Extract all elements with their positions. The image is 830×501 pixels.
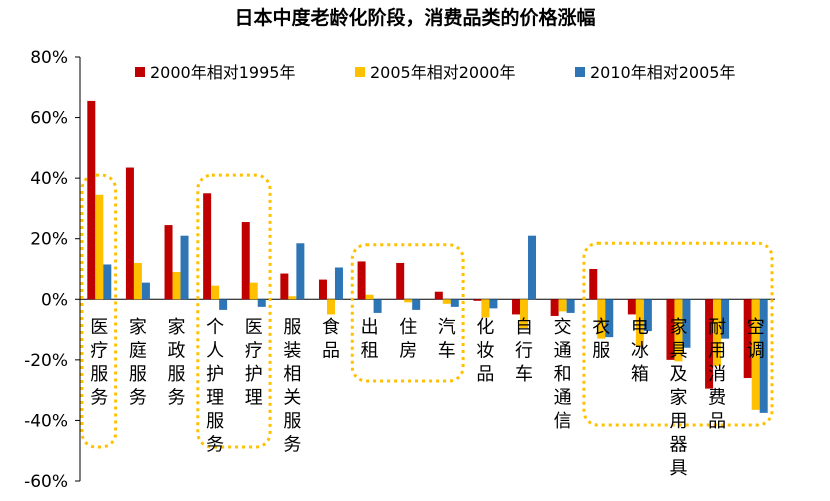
bar — [365, 294, 374, 300]
bar — [751, 299, 760, 410]
chart-title: 日本中度老龄化阶段，消费品类的价格涨幅 — [234, 6, 595, 29]
legend-swatch — [575, 67, 585, 77]
bar — [682, 299, 691, 348]
category-label: 医疗服务 — [90, 317, 108, 409]
bar — [396, 262, 405, 300]
category-label: 服装相关服务 — [283, 317, 301, 456]
bar — [481, 299, 490, 318]
bar — [357, 261, 366, 300]
bar — [249, 282, 258, 300]
bar — [211, 285, 220, 300]
category-label: 食品 — [322, 317, 340, 362]
bar — [219, 299, 228, 310]
bar — [759, 299, 768, 413]
bar — [257, 299, 266, 307]
bar — [172, 272, 181, 300]
bar — [318, 279, 327, 300]
bar — [103, 264, 112, 300]
category-label: 医疗护理 — [245, 317, 263, 409]
highlight-box — [350, 243, 465, 383]
bar — [241, 222, 250, 300]
category-label: 交通和通信 — [554, 317, 572, 432]
bar — [512, 299, 521, 315]
y-tick-label: 20% — [30, 230, 68, 250]
bar — [326, 299, 335, 315]
bar — [141, 282, 150, 300]
bar — [87, 100, 96, 300]
bar — [520, 299, 529, 329]
bar — [705, 299, 714, 389]
category-label: 电冰箱 — [631, 317, 649, 385]
category-label: 住房 — [399, 317, 417, 362]
highlight-boxes — [80, 173, 774, 449]
highlight-box — [196, 173, 272, 449]
bar — [95, 194, 104, 300]
legend-label: 2005年相对2000年 — [370, 63, 515, 82]
category-label: 个人护理服务 — [206, 317, 224, 456]
bar — [743, 299, 752, 379]
bar — [125, 167, 134, 300]
bar — [434, 291, 443, 300]
bar — [334, 267, 343, 300]
bars — [87, 100, 768, 413]
legend: 2000年相对1995年 2005年相对2000年 2010年相对2005年 — [135, 63, 735, 82]
bar — [627, 299, 636, 315]
bar — [164, 225, 173, 300]
category-label: 空调 — [747, 317, 765, 362]
y-tick-label: -60% — [24, 472, 68, 492]
y-tick-label: 60% — [30, 109, 68, 129]
y-tick-label: 80% — [30, 48, 68, 68]
category-label: 家政服务 — [168, 317, 186, 409]
bar — [558, 299, 567, 312]
category-label: 化妆品 — [476, 317, 494, 385]
bar — [713, 299, 722, 366]
bar — [550, 299, 559, 316]
category-label: 出租 — [361, 317, 379, 362]
legend-swatch — [355, 67, 365, 77]
bar — [489, 299, 498, 309]
bar — [473, 299, 482, 301]
bar — [404, 299, 413, 303]
bar — [288, 296, 297, 300]
bar — [643, 299, 652, 332]
y-tick-label: 40% — [30, 169, 68, 189]
bar — [721, 299, 730, 339]
highlight-box — [582, 241, 774, 427]
bar — [412, 299, 421, 310]
legend-label: 2010年相对2005年 — [590, 63, 735, 82]
bar — [296, 243, 305, 300]
bar — [528, 235, 537, 300]
bar — [442, 299, 451, 304]
bar — [373, 299, 382, 313]
category-label: 汽车 — [438, 317, 456, 362]
bar — [566, 299, 575, 313]
bar — [203, 193, 212, 300]
bar — [589, 269, 598, 300]
bar — [133, 262, 142, 300]
category-label: 家庭服务 — [129, 317, 147, 409]
legend-swatch — [135, 67, 145, 77]
y-tick-label: -40% — [24, 411, 68, 431]
y-axis: 80% 60% 40% 20% 0% -20% -40% -60% — [24, 48, 775, 492]
bar — [597, 299, 606, 339]
bar — [605, 299, 614, 338]
bar — [280, 273, 289, 300]
category-label: 自行车 — [515, 317, 533, 385]
category-label: 耐用消费品 — [708, 317, 726, 432]
bar — [674, 299, 683, 362]
category-label: 衣服 — [592, 317, 610, 362]
bar — [666, 299, 675, 360]
legend-label: 2000年相对1995年 — [150, 63, 295, 82]
y-tick-label: 0% — [41, 290, 68, 310]
bar — [180, 235, 189, 300]
bar — [635, 299, 644, 347]
bar — [450, 299, 459, 307]
highlight-box — [80, 173, 118, 449]
y-tick-label: -20% — [24, 351, 68, 371]
category-label: 家具及家用器具 — [669, 317, 687, 479]
